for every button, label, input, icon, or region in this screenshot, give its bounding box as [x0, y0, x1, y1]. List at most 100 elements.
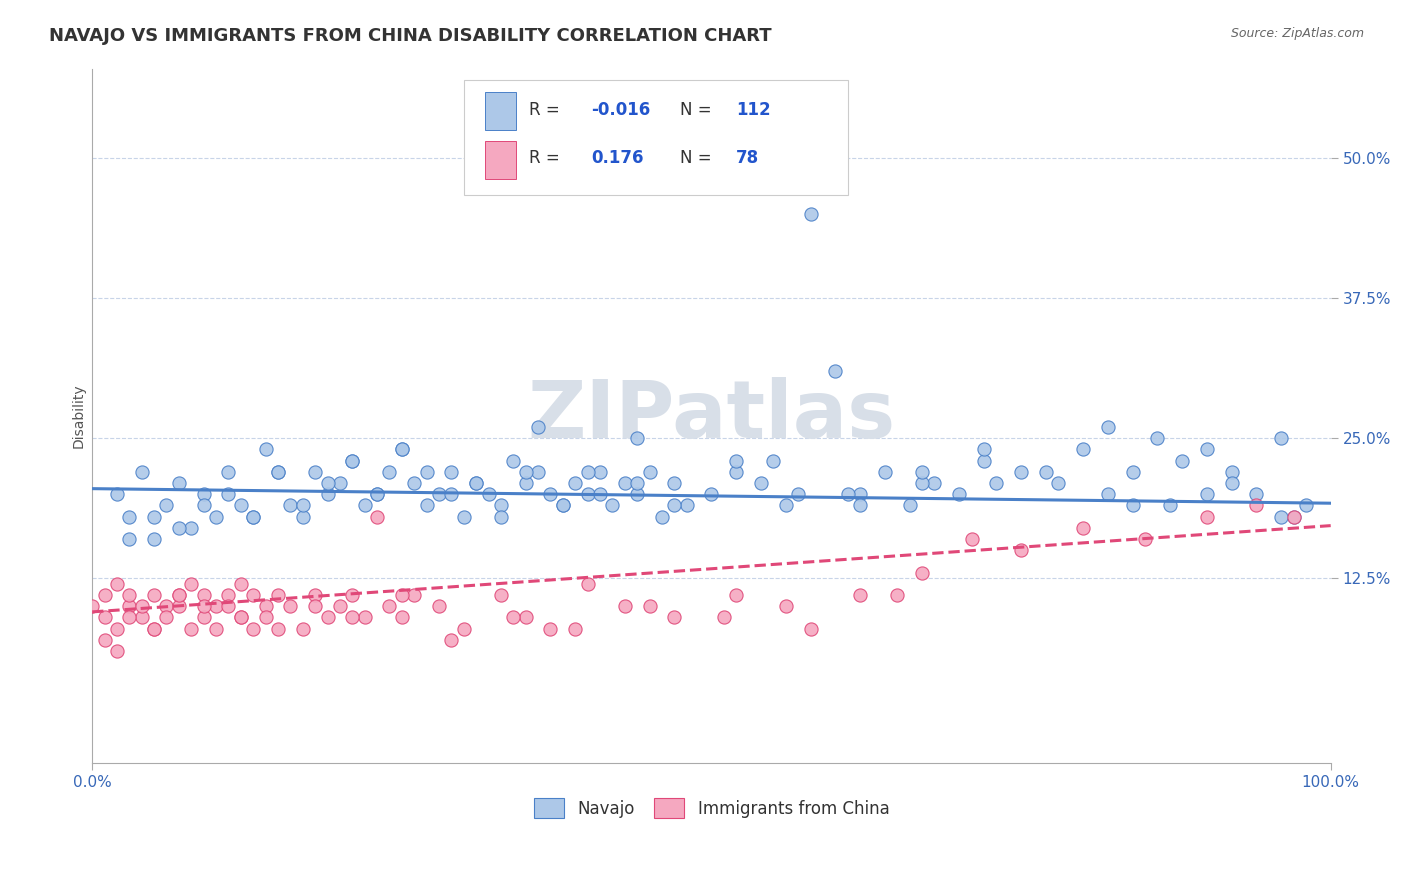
- Point: [342, 610, 364, 624]
- Point: [316, 610, 339, 624]
- Point: [799, 207, 821, 221]
- Point: [82, 599, 104, 614]
- Point: [602, 499, 624, 513]
- Point: [626, 476, 648, 491]
- Point: [1195, 442, 1218, 457]
- Point: [366, 487, 388, 501]
- Point: [316, 476, 339, 491]
- Point: [502, 453, 524, 467]
- Point: [205, 509, 228, 524]
- Point: [515, 465, 537, 479]
- Point: [280, 499, 302, 513]
- Point: [1220, 465, 1243, 479]
- Point: [105, 487, 128, 501]
- Point: [415, 499, 437, 513]
- Point: [960, 532, 983, 546]
- Point: [415, 465, 437, 479]
- Point: [849, 487, 872, 501]
- Point: [118, 509, 141, 524]
- Point: [427, 599, 450, 614]
- Point: [118, 610, 141, 624]
- Point: [143, 509, 166, 524]
- Point: [155, 499, 177, 513]
- Point: [589, 487, 612, 501]
- Point: [391, 442, 413, 457]
- Point: [391, 442, 413, 457]
- Point: [849, 588, 872, 602]
- Point: [551, 499, 574, 513]
- Point: [824, 364, 846, 378]
- Point: [1097, 420, 1119, 434]
- Point: [465, 476, 488, 491]
- Point: [675, 499, 697, 513]
- Point: [242, 622, 264, 636]
- Point: [911, 566, 934, 580]
- Point: [477, 487, 499, 501]
- Point: [576, 465, 599, 479]
- Point: [626, 487, 648, 501]
- Point: [948, 487, 970, 501]
- Point: [118, 532, 141, 546]
- Point: [1282, 509, 1305, 524]
- Point: [515, 476, 537, 491]
- Point: [366, 509, 388, 524]
- Point: [118, 599, 141, 614]
- Point: [1246, 487, 1268, 501]
- Point: [353, 610, 375, 624]
- Text: R =: R =: [530, 101, 560, 119]
- Point: [664, 610, 686, 624]
- Point: [564, 476, 586, 491]
- Point: [267, 465, 290, 479]
- Point: [267, 588, 290, 602]
- Point: [143, 588, 166, 602]
- Text: 112: 112: [737, 101, 770, 119]
- Point: [254, 442, 277, 457]
- Point: [453, 509, 475, 524]
- Point: [280, 599, 302, 614]
- Point: [291, 622, 314, 636]
- Point: [391, 588, 413, 602]
- Point: [193, 588, 215, 602]
- Point: [489, 499, 512, 513]
- Point: [242, 588, 264, 602]
- Point: [229, 610, 252, 624]
- Text: R =: R =: [530, 149, 560, 167]
- Point: [167, 476, 190, 491]
- Point: [254, 610, 277, 624]
- Point: [1071, 442, 1094, 457]
- Point: [217, 465, 239, 479]
- Point: [193, 599, 215, 614]
- FancyBboxPatch shape: [485, 141, 516, 179]
- Point: [713, 610, 735, 624]
- Point: [329, 599, 352, 614]
- Point: [638, 465, 661, 479]
- Point: [775, 599, 797, 614]
- Point: [217, 588, 239, 602]
- Point: [267, 622, 290, 636]
- Point: [664, 476, 686, 491]
- Point: [973, 453, 995, 467]
- Point: [105, 577, 128, 591]
- Point: [538, 622, 561, 636]
- Point: [775, 499, 797, 513]
- Point: [527, 465, 550, 479]
- Point: [613, 476, 636, 491]
- Point: [404, 476, 426, 491]
- Point: [155, 599, 177, 614]
- Text: N =: N =: [681, 101, 711, 119]
- Point: [93, 588, 115, 602]
- Point: [626, 431, 648, 445]
- Point: [749, 476, 772, 491]
- Point: [911, 476, 934, 491]
- Point: [440, 465, 463, 479]
- Point: [229, 499, 252, 513]
- Point: [242, 509, 264, 524]
- Point: [873, 465, 896, 479]
- Point: [242, 509, 264, 524]
- Point: [1071, 521, 1094, 535]
- Text: 78: 78: [737, 149, 759, 167]
- Point: [229, 577, 252, 591]
- Point: [576, 577, 599, 591]
- Point: [267, 465, 290, 479]
- Point: [254, 599, 277, 614]
